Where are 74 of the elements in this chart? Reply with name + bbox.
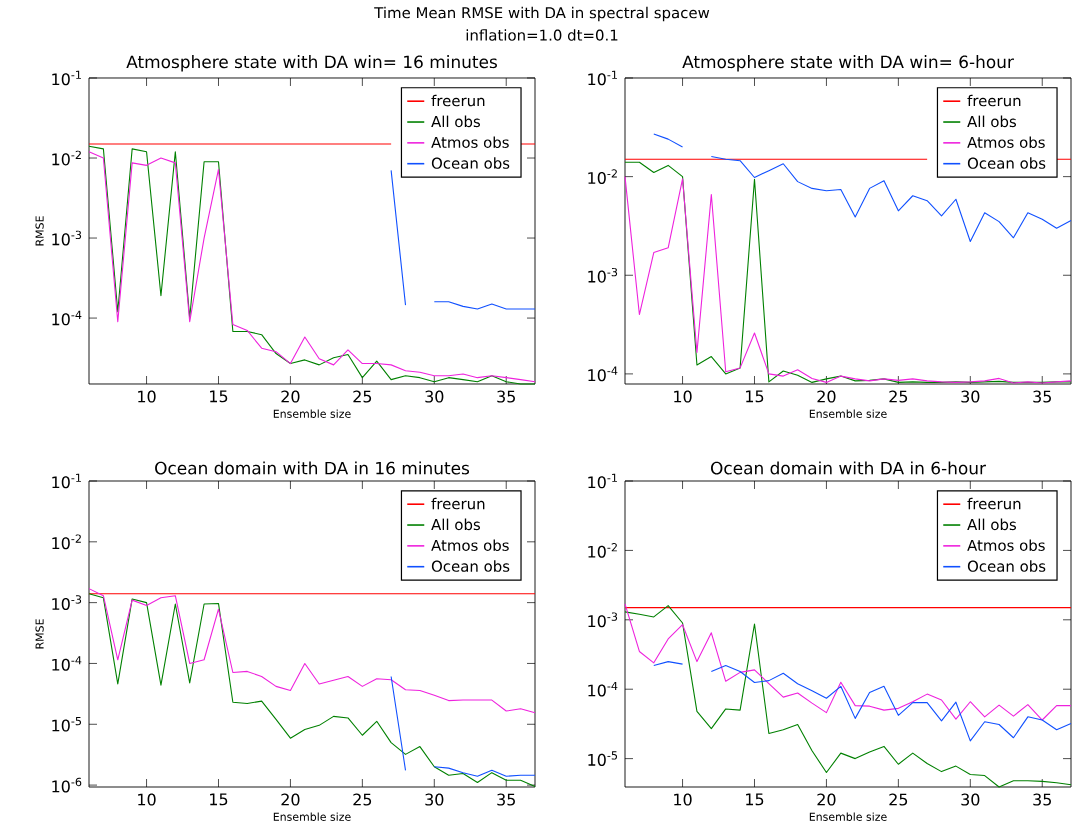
legend-label: Atmos obs: [431, 539, 509, 552]
chart-title: Ocean domain with DA in 6-hour: [711, 461, 986, 475]
y-tick-label: 10$^{-1}$: [588, 70, 617, 86]
x-tick-label: 20: [281, 390, 300, 403]
y-axis-title: RMSE: [35, 216, 44, 246]
y-tick-label: 10$^{-4}$: [52, 656, 82, 671]
legend-label: Atmos obs: [431, 136, 509, 149]
x-axis-title: Ensemble size: [273, 812, 351, 821]
x-axis-title: Ensemble size: [809, 409, 887, 418]
x-tick-label: 20: [281, 793, 300, 806]
chart-title: Atmosphere state with DA win= 6-hour: [682, 55, 1014, 72]
legend-label: freerun: [431, 497, 485, 510]
y-axis-title: RMSE: [35, 619, 44, 649]
legend-label: All obs: [431, 115, 481, 128]
line-series: [624, 605, 1072, 788]
x-tick-label: 30: [961, 390, 980, 403]
legend-label: freerun: [967, 94, 1021, 107]
y-tick-label: 10$^{-2}$: [52, 150, 81, 166]
y-tick-label: 10$^{-2}$: [588, 543, 617, 558]
x-tick-label: 25: [889, 793, 908, 806]
x-tick-label: 10: [674, 793, 692, 806]
y-tick-label: 10$^{-2}$: [588, 169, 617, 184]
x-tick-label: 25: [353, 793, 372, 806]
y-tick-label: 10$^{-4}$: [588, 681, 618, 697]
y-tick-label: 10$^{-5}$: [52, 716, 82, 732]
y-tick-label: 10$^{-1}$: [52, 70, 81, 86]
x-tick-label: 30: [425, 390, 444, 403]
x-tick-label: 15: [210, 390, 228, 403]
x-tick-label: 25: [353, 390, 372, 403]
chart-title: Ocean domain with DA in 16 minutes: [155, 461, 470, 475]
y-tick-label: 10$^{-2}$: [52, 534, 81, 550]
x-tick-label: 30: [425, 793, 444, 806]
x-tick-label: 10: [138, 793, 156, 806]
x-tick-label: 35: [497, 793, 515, 806]
y-tick-label: 10$^{-3}$: [52, 230, 82, 246]
y-tick-label: 10$^{-4}$: [588, 366, 618, 382]
y-tick-label: 10$^{-3}$: [52, 595, 82, 610]
y-tick-label: 10$^{-4}$: [52, 310, 82, 326]
x-tick-label: 15: [746, 390, 764, 403]
text: inflation=1.0 dt=0.1: [466, 29, 618, 41]
legend-label: freerun: [967, 497, 1021, 510]
y-tick-label: 10$^{-1}$: [588, 473, 617, 489]
legend-label: Ocean obs: [431, 560, 510, 572]
y-tick-label: 10$^{-1}$: [52, 473, 81, 489]
x-tick-label: 25: [889, 390, 908, 403]
line-series: [624, 603, 1072, 721]
x-tick-label: 10: [138, 390, 156, 403]
x-tick-label: 35: [1033, 793, 1051, 806]
x-tick-label: 20: [817, 390, 836, 403]
x-tick-label: 15: [746, 793, 764, 806]
legend-label: Ocean obs: [967, 560, 1046, 572]
x-tick-label: 20: [817, 793, 836, 806]
legend-label: All obs: [431, 518, 481, 531]
y-tick-label: 10$^{-3}$: [588, 267, 618, 283]
chart-title: Atmosphere state with DA win= 16 minutes: [126, 55, 497, 72]
text: Time Mean RMSE with DA in spectral spacew: [374, 6, 710, 22]
legend-label: Ocean obs: [431, 157, 510, 169]
line-series: [88, 593, 536, 787]
legend-label: Atmos obs: [967, 539, 1045, 552]
x-axis-title: Ensemble size: [809, 812, 887, 821]
legend-label: freerun: [431, 94, 485, 107]
y-tick-label: 10$^{-3}$: [588, 612, 618, 628]
legend-label: All obs: [967, 518, 1017, 531]
x-tick-label: 15: [210, 793, 228, 806]
x-tick-label: 10: [674, 390, 692, 403]
legend-label: Ocean obs: [967, 157, 1046, 169]
x-tick-label: 30: [961, 793, 980, 806]
legend-label: Atmos obs: [967, 136, 1045, 149]
x-tick-label: 35: [497, 390, 515, 403]
y-tick-label: 10$^{-5}$: [588, 751, 618, 766]
legend-label: All obs: [967, 115, 1017, 128]
x-axis-title: Ensemble size: [273, 409, 351, 418]
y-tick-label: 10$^{-6}$: [52, 777, 82, 793]
x-tick-label: 35: [1033, 390, 1051, 403]
